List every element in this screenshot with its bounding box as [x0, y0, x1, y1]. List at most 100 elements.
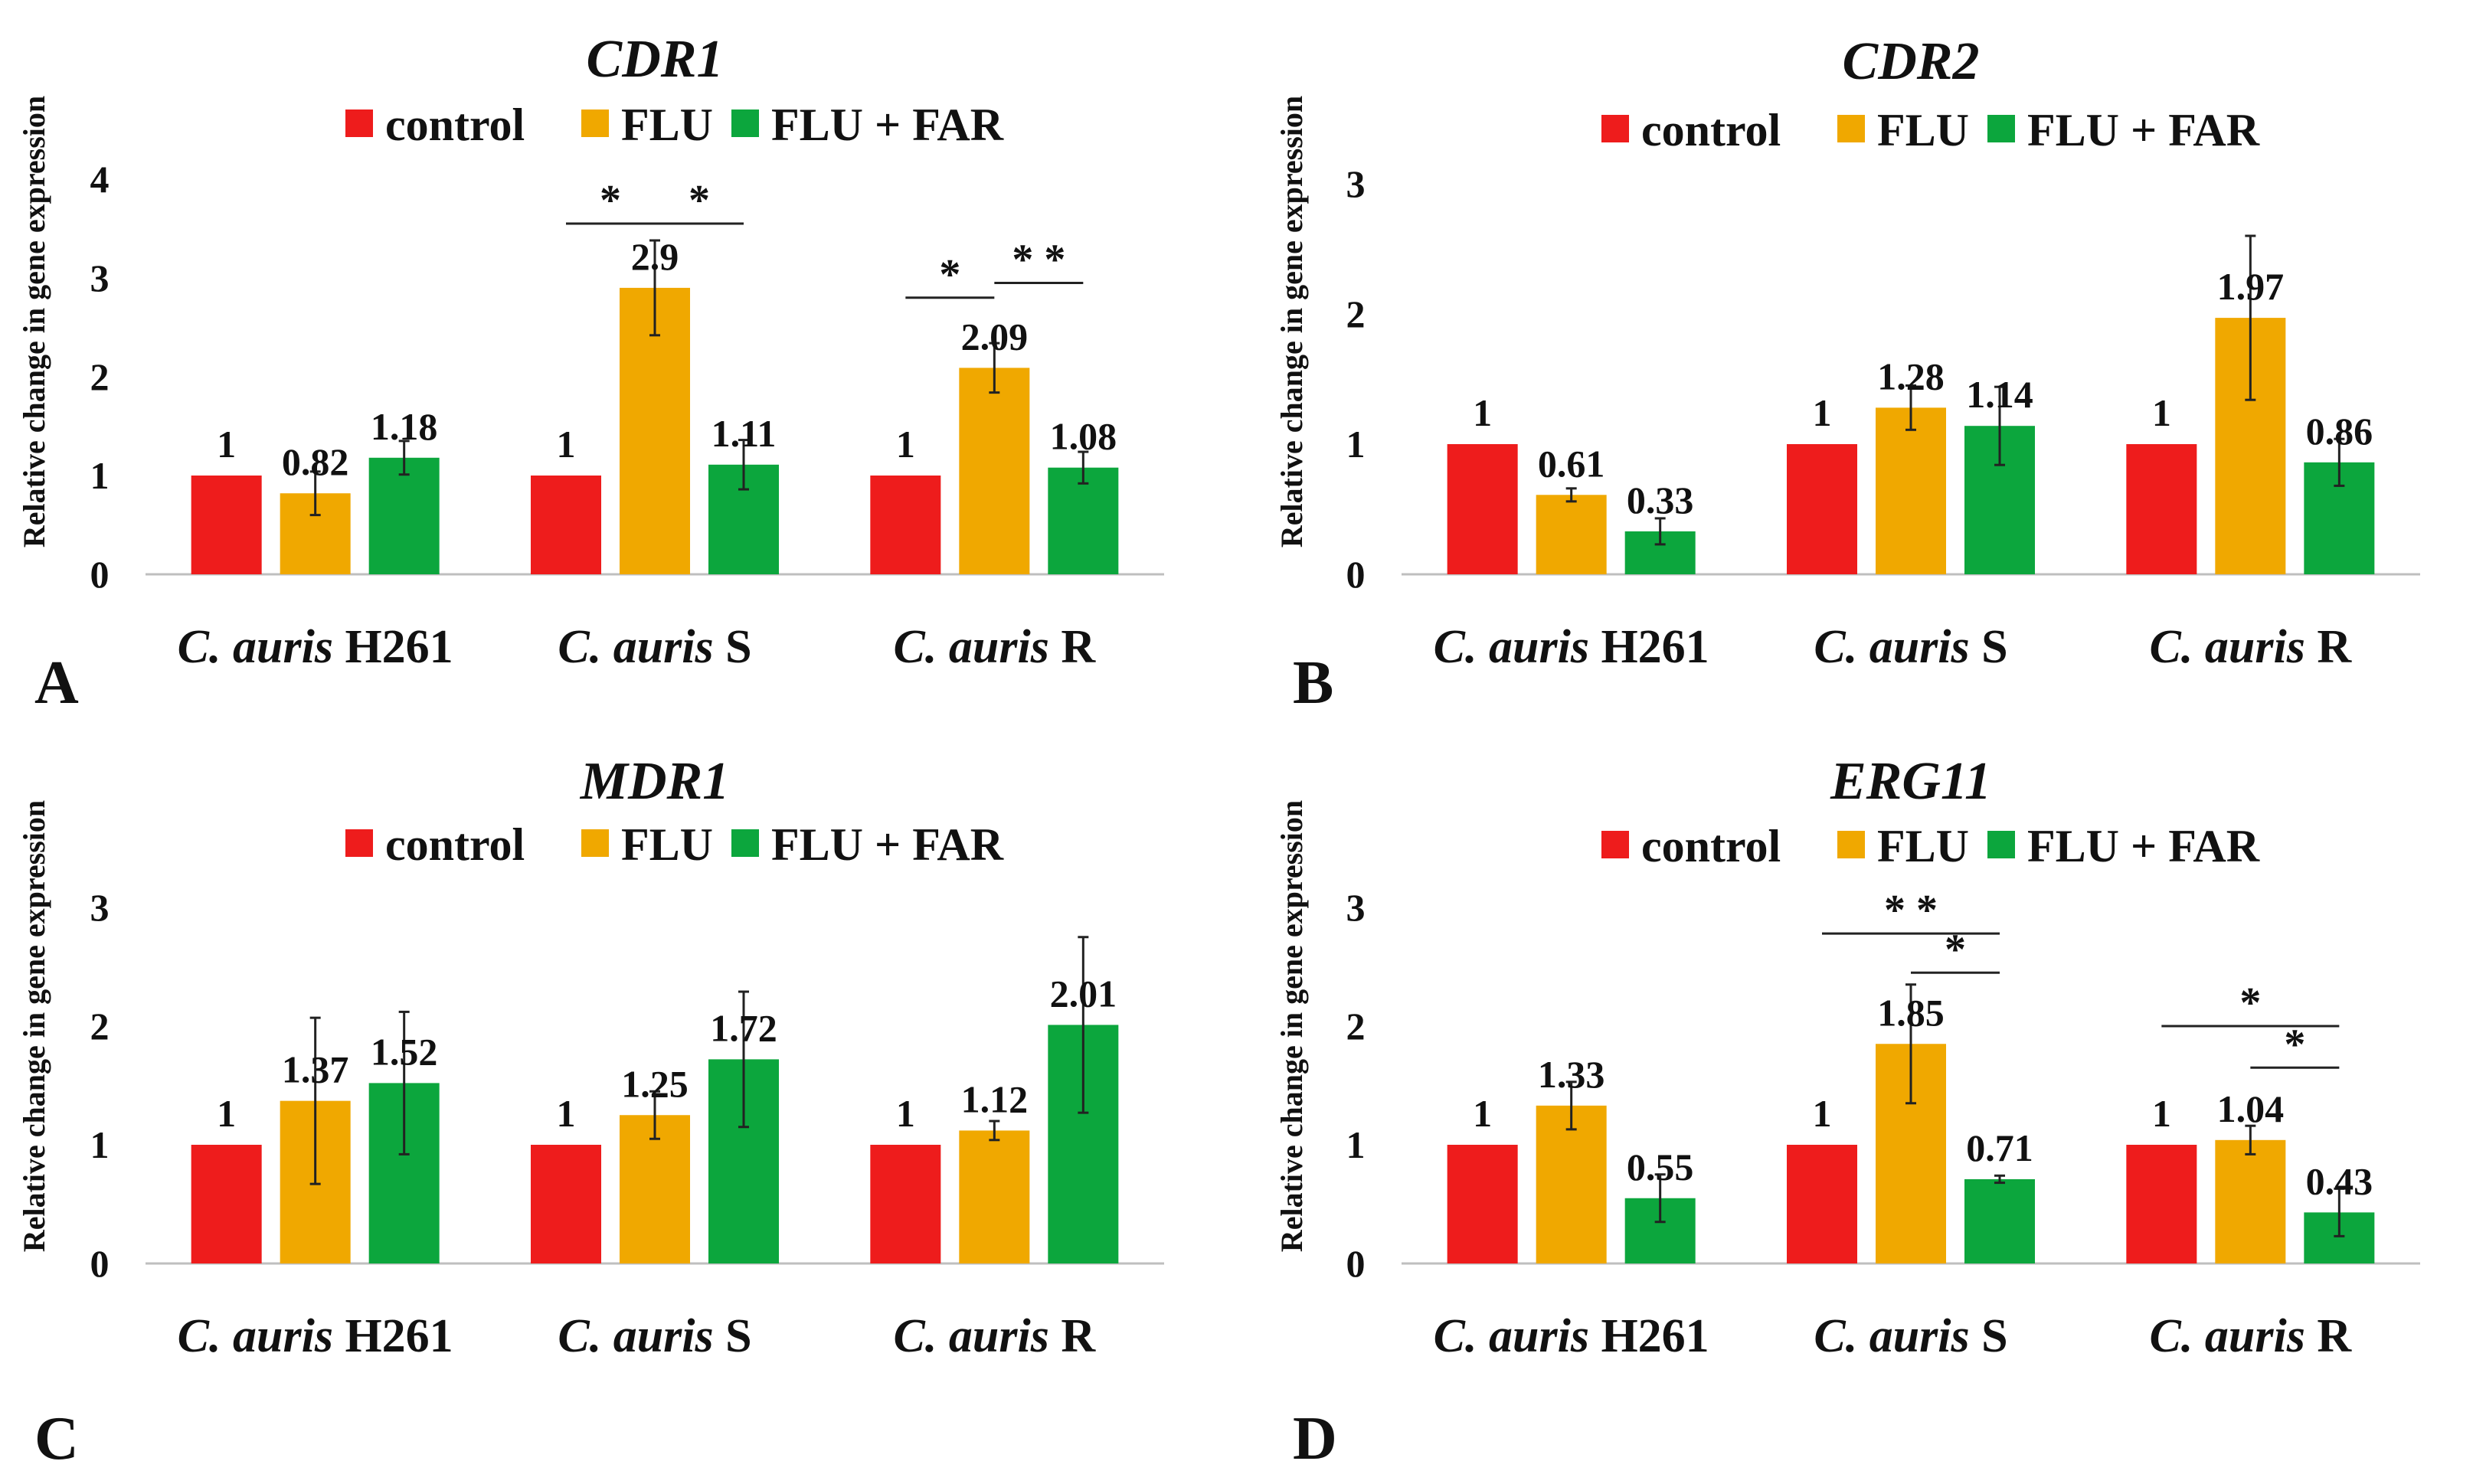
legend-swatch: [581, 110, 609, 137]
bar-control: [191, 1145, 262, 1263]
data-label: 0.71: [1966, 1126, 2033, 1169]
bar-control: [870, 476, 941, 574]
legend-label: control: [1641, 821, 1781, 871]
bar-flu: [1876, 407, 1946, 574]
category-label: C. auris S: [558, 621, 751, 673]
data-label: 2.01: [1050, 972, 1117, 1015]
legend-swatch: [1837, 831, 1865, 858]
y-axis-label: Relative change in gene expression: [1274, 96, 1309, 548]
y-axis-label: Relative change in gene expression: [17, 800, 51, 1252]
legend-label: FLU: [1877, 105, 1969, 155]
legend-swatch: [1987, 115, 2015, 142]
y-tick-label: 0: [90, 553, 110, 596]
category-label: C. auris R: [894, 1310, 1097, 1362]
data-label: 1: [1813, 391, 1832, 434]
data-label: 2.09: [961, 315, 1029, 358]
bar-control: [2126, 444, 2197, 574]
y-tick-label: 2: [1346, 1005, 1366, 1048]
legend-label: control: [385, 819, 525, 870]
panel-letter: A: [34, 649, 79, 717]
data-label: 1: [557, 1092, 576, 1135]
y-tick-label: 3: [90, 886, 110, 929]
data-label: 1.08: [1050, 415, 1117, 458]
data-label: 1.33: [1538, 1053, 1605, 1096]
significance-marker: *: [689, 177, 710, 224]
legend-swatch: [345, 110, 373, 137]
legend-label: FLU + FAR: [2027, 821, 2260, 871]
category-label: C. auris R: [2150, 1310, 2353, 1362]
bar-control: [531, 1145, 601, 1263]
y-tick-label: 1: [1346, 423, 1366, 466]
data-label: 1.12: [961, 1077, 1029, 1120]
y-axis-label: Relative change in gene expression: [1274, 800, 1309, 1252]
y-tick-label: 3: [90, 257, 110, 299]
legend-swatch: [1987, 831, 2015, 858]
y-tick-label: 4: [90, 158, 110, 201]
chart-title: ERG11: [1830, 752, 1991, 811]
data-label: 1: [217, 1092, 236, 1135]
bar-flu-far: [368, 457, 440, 574]
y-tick-label: 0: [1346, 553, 1366, 596]
y-tick-label: 1: [90, 1123, 110, 1166]
legend-swatch: [581, 829, 609, 857]
data-label: 1: [1813, 1092, 1832, 1135]
data-label: 1.04: [2217, 1087, 2285, 1130]
data-label: 1: [896, 423, 915, 466]
category-label: C. auris H261: [178, 1310, 453, 1362]
data-label: 1: [896, 1092, 915, 1135]
data-label: 1: [217, 423, 236, 466]
category-label: C. auris R: [894, 621, 1097, 673]
bar-flu: [959, 368, 1030, 574]
category-label: C. auris H261: [178, 621, 453, 673]
data-label: 1.18: [371, 405, 438, 448]
legend-label: control: [385, 100, 525, 150]
panel-a: CDR1 control FLU FLU + FAR 0 1 2 3 4 Relative cha…: [17, 30, 1164, 717]
legend-swatch: [731, 829, 759, 857]
chart-title: MDR1: [580, 752, 729, 811]
y-tick-label: 1: [1346, 1123, 1366, 1166]
bar-control: [1787, 444, 1857, 574]
data-label: 2.9: [631, 235, 679, 278]
data-label: 1.11: [711, 412, 777, 455]
significance-marker: *: [600, 177, 621, 224]
bar-flu-far: [1964, 1178, 2035, 1263]
y-tick-label: 0: [90, 1242, 110, 1285]
data-label: 1.28: [1877, 355, 1945, 397]
data-label: 0.33: [1627, 479, 1694, 521]
bar-control: [1447, 1145, 1518, 1263]
bar-control: [1787, 1145, 1857, 1263]
category-label: C. auris R: [2150, 621, 2353, 673]
y-tick-label: 3: [1346, 886, 1366, 929]
bar-flu: [2215, 1139, 2286, 1263]
data-label: 1: [1473, 1092, 1492, 1135]
panel-letter: B: [1293, 649, 1333, 717]
significance-marker: *: [1945, 926, 1966, 973]
legend-label: control: [1641, 105, 1781, 155]
bar-flu: [1536, 495, 1607, 574]
panel-b: CDR2 control FLU FLU + FAR 0 1 2 3 Relative chan…: [1274, 32, 2420, 717]
y-tick-label: 2: [1346, 293, 1366, 335]
data-label: 1: [1473, 391, 1492, 434]
data-label: 1.85: [1877, 991, 1945, 1034]
legend-label: FLU + FAR: [771, 100, 1004, 150]
data-label: 1.72: [710, 1006, 777, 1049]
legend-label: FLU: [621, 819, 713, 870]
data-label: 0.55: [1627, 1146, 1694, 1188]
category-label: C. auris H261: [1434, 621, 1709, 673]
panel-letter: D: [1293, 1405, 1337, 1473]
significance-marker: * *: [1884, 887, 1938, 934]
data-label: 1: [2152, 391, 2171, 434]
bar-flu: [959, 1130, 1030, 1263]
legend-swatch: [1601, 115, 1629, 142]
legend-swatch: [1601, 831, 1629, 858]
data-label: 1.25: [621, 1062, 689, 1105]
chart-title: CDR2: [1843, 32, 1980, 91]
bar-control: [531, 476, 601, 574]
data-label: 0.43: [2306, 1159, 2373, 1202]
category-label: C. auris S: [558, 1310, 751, 1362]
significance-marker: *: [939, 251, 960, 299]
data-label: 1.37: [282, 1048, 349, 1091]
data-label: 0.61: [1538, 442, 1605, 485]
legend-swatch: [731, 110, 759, 137]
